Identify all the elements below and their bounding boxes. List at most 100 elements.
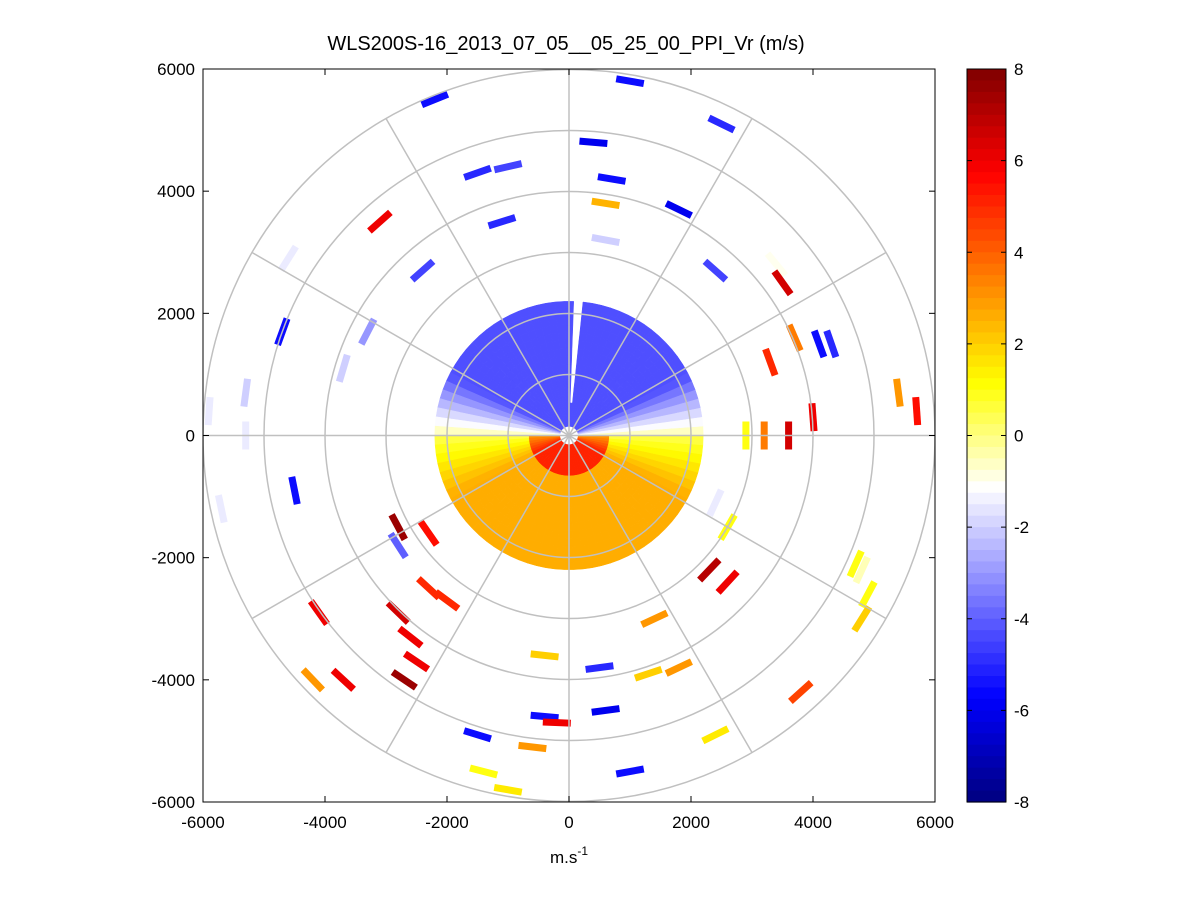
colorbar-tick-label: -2 [1014, 518, 1029, 537]
dense-return-cell [562, 483, 568, 492]
dense-return-cell [560, 506, 567, 516]
x-axis-label-exponent: -1 [577, 844, 588, 858]
dense-return-cell [450, 418, 460, 429]
scattered-return [633, 665, 663, 682]
scattered-return [518, 741, 547, 753]
scattered-return [702, 258, 729, 283]
scattered-return [785, 323, 804, 353]
dense-return-cell [473, 428, 483, 436]
colorbar-tick-label: 2 [1014, 335, 1023, 354]
dense-return-cell [693, 444, 704, 455]
colorbar-band [967, 343, 1006, 356]
dense-return-cell [466, 413, 477, 423]
y-tick-label: -4000 [152, 671, 195, 690]
scattered-return [358, 317, 378, 346]
scattered-return [390, 669, 418, 691]
dense-return-cell [670, 419, 680, 429]
scattered-return [664, 200, 693, 219]
colorbar-band [967, 630, 1006, 643]
y-tick-label: 4000 [157, 182, 195, 201]
dense-return-cell [562, 490, 568, 500]
dense-return-cell [654, 447, 664, 456]
colorbar-band [967, 595, 1006, 608]
dense-return-cell [639, 440, 649, 447]
colorbar: 8 6 4 2 0 -2 -4 -6 -8 [966, 60, 1029, 812]
scattered-return [851, 605, 873, 633]
colorbar-band [967, 446, 1006, 459]
dense-return-cell [466, 420, 476, 430]
scattered-return [409, 258, 436, 283]
colorbar-tick-label: -6 [1014, 701, 1029, 720]
dense-return-cell [558, 340, 567, 349]
colorbar-band [967, 389, 1006, 402]
dense-return-cell [557, 332, 566, 342]
x-axis-label-base: m.s [550, 848, 577, 867]
colorbar-band [967, 687, 1006, 700]
dense-return-cell [572, 529, 581, 539]
colorbar-tick-label: 0 [1014, 427, 1023, 446]
dense-return-cell [481, 429, 490, 436]
plot-area: -6000 -4000 -2000 0 2000 4000 6000 -6000-4000-… [152, 60, 954, 832]
dense-return-cell [580, 317, 590, 327]
scattered-return [417, 519, 440, 547]
colorbar-band [967, 172, 1006, 185]
dense-return-cell [572, 545, 582, 555]
dense-return-cell [557, 529, 566, 539]
scattered-return [388, 513, 408, 542]
x-tick-label: -4000 [303, 813, 346, 832]
dense-return-cell [648, 435, 657, 442]
dense-return-cell [473, 422, 483, 430]
dense-return-cell [474, 415, 484, 424]
colorbar-band [967, 80, 1006, 93]
dense-return-cell [545, 559, 557, 570]
dense-return-cell [481, 435, 490, 442]
radial-spoke [568, 251, 887, 437]
colorbar-band [967, 275, 1006, 288]
scattered-return [664, 658, 693, 677]
dense-return-cell [554, 505, 562, 515]
scattered-return [846, 549, 865, 579]
scattered-return [240, 378, 251, 408]
dense-return-cell [575, 363, 582, 373]
dense-return-cell [434, 435, 444, 446]
colorbar-band [967, 538, 1006, 551]
dense-return-cell [556, 316, 566, 326]
colorbar-band [967, 492, 1006, 505]
scattered-return [640, 609, 669, 628]
scattered-return [397, 625, 424, 649]
radial-spoke [568, 435, 753, 753]
colorbar-band [967, 355, 1006, 368]
dense-return-cell [571, 514, 579, 524]
scattered-return [469, 764, 499, 779]
colorbar-band [967, 607, 1006, 620]
colorbar-band [967, 126, 1006, 139]
scattered-return [615, 765, 645, 778]
scattered-return [493, 160, 523, 174]
dense-return-cell [655, 428, 665, 436]
dense-return-cell [550, 528, 560, 539]
dense-return-cell [557, 324, 566, 334]
colorbar-band [967, 149, 1006, 162]
colorbar-band [967, 584, 1006, 597]
colorbar-band [967, 103, 1006, 116]
x-tick-label: -2000 [425, 813, 468, 832]
dense-return-cell [552, 521, 561, 531]
colorbar-band [967, 561, 1006, 574]
colorbar-tick-label: 8 [1014, 60, 1023, 79]
scattered-return [402, 650, 431, 673]
colorbar-band [967, 469, 1006, 482]
dense-return-cell [465, 428, 475, 436]
y-tick-label: 0 [186, 427, 195, 446]
scattered-return [367, 209, 393, 234]
radial-spoke [568, 434, 887, 620]
dense-return-cell [473, 435, 483, 443]
scattered-return [530, 711, 559, 722]
dense-return-cell [671, 427, 681, 436]
scattered-return [615, 75, 645, 88]
dense-return-cell [573, 560, 584, 570]
x-axis-label: m.s-1 [550, 844, 588, 867]
colorbar-band [967, 424, 1006, 437]
scattered-return [858, 580, 878, 609]
radial-spoke [385, 118, 570, 436]
colorbar-band [967, 572, 1006, 585]
